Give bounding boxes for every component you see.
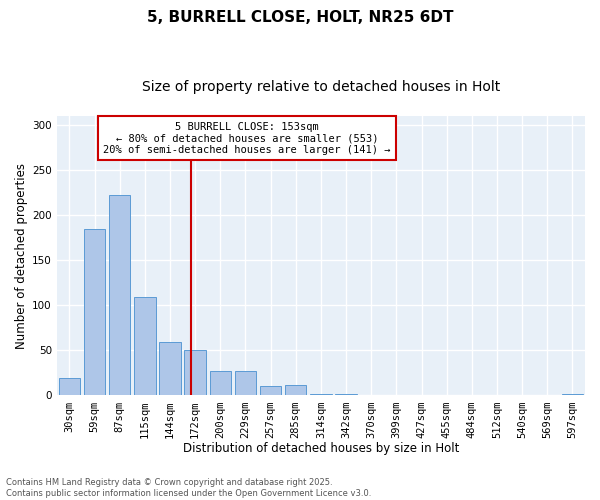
Bar <box>134 297 155 396</box>
Bar <box>562 394 583 396</box>
Bar <box>260 386 281 396</box>
Bar <box>310 394 332 396</box>
Text: 5 BURRELL CLOSE: 153sqm
← 80% of detached houses are smaller (553)
20% of semi-d: 5 BURRELL CLOSE: 153sqm ← 80% of detache… <box>103 122 391 155</box>
Bar <box>159 342 181 396</box>
Bar <box>184 350 206 396</box>
X-axis label: Distribution of detached houses by size in Holt: Distribution of detached houses by size … <box>183 442 459 455</box>
Bar <box>235 371 256 396</box>
Y-axis label: Number of detached properties: Number of detached properties <box>15 162 28 348</box>
Title: Size of property relative to detached houses in Holt: Size of property relative to detached ho… <box>142 80 500 94</box>
Bar <box>335 394 357 396</box>
Text: Contains HM Land Registry data © Crown copyright and database right 2025.
Contai: Contains HM Land Registry data © Crown c… <box>6 478 371 498</box>
Bar <box>209 371 231 396</box>
Bar <box>59 378 80 396</box>
Text: 5, BURRELL CLOSE, HOLT, NR25 6DT: 5, BURRELL CLOSE, HOLT, NR25 6DT <box>147 10 453 25</box>
Bar <box>84 228 105 396</box>
Bar <box>285 384 307 396</box>
Bar <box>109 196 130 396</box>
